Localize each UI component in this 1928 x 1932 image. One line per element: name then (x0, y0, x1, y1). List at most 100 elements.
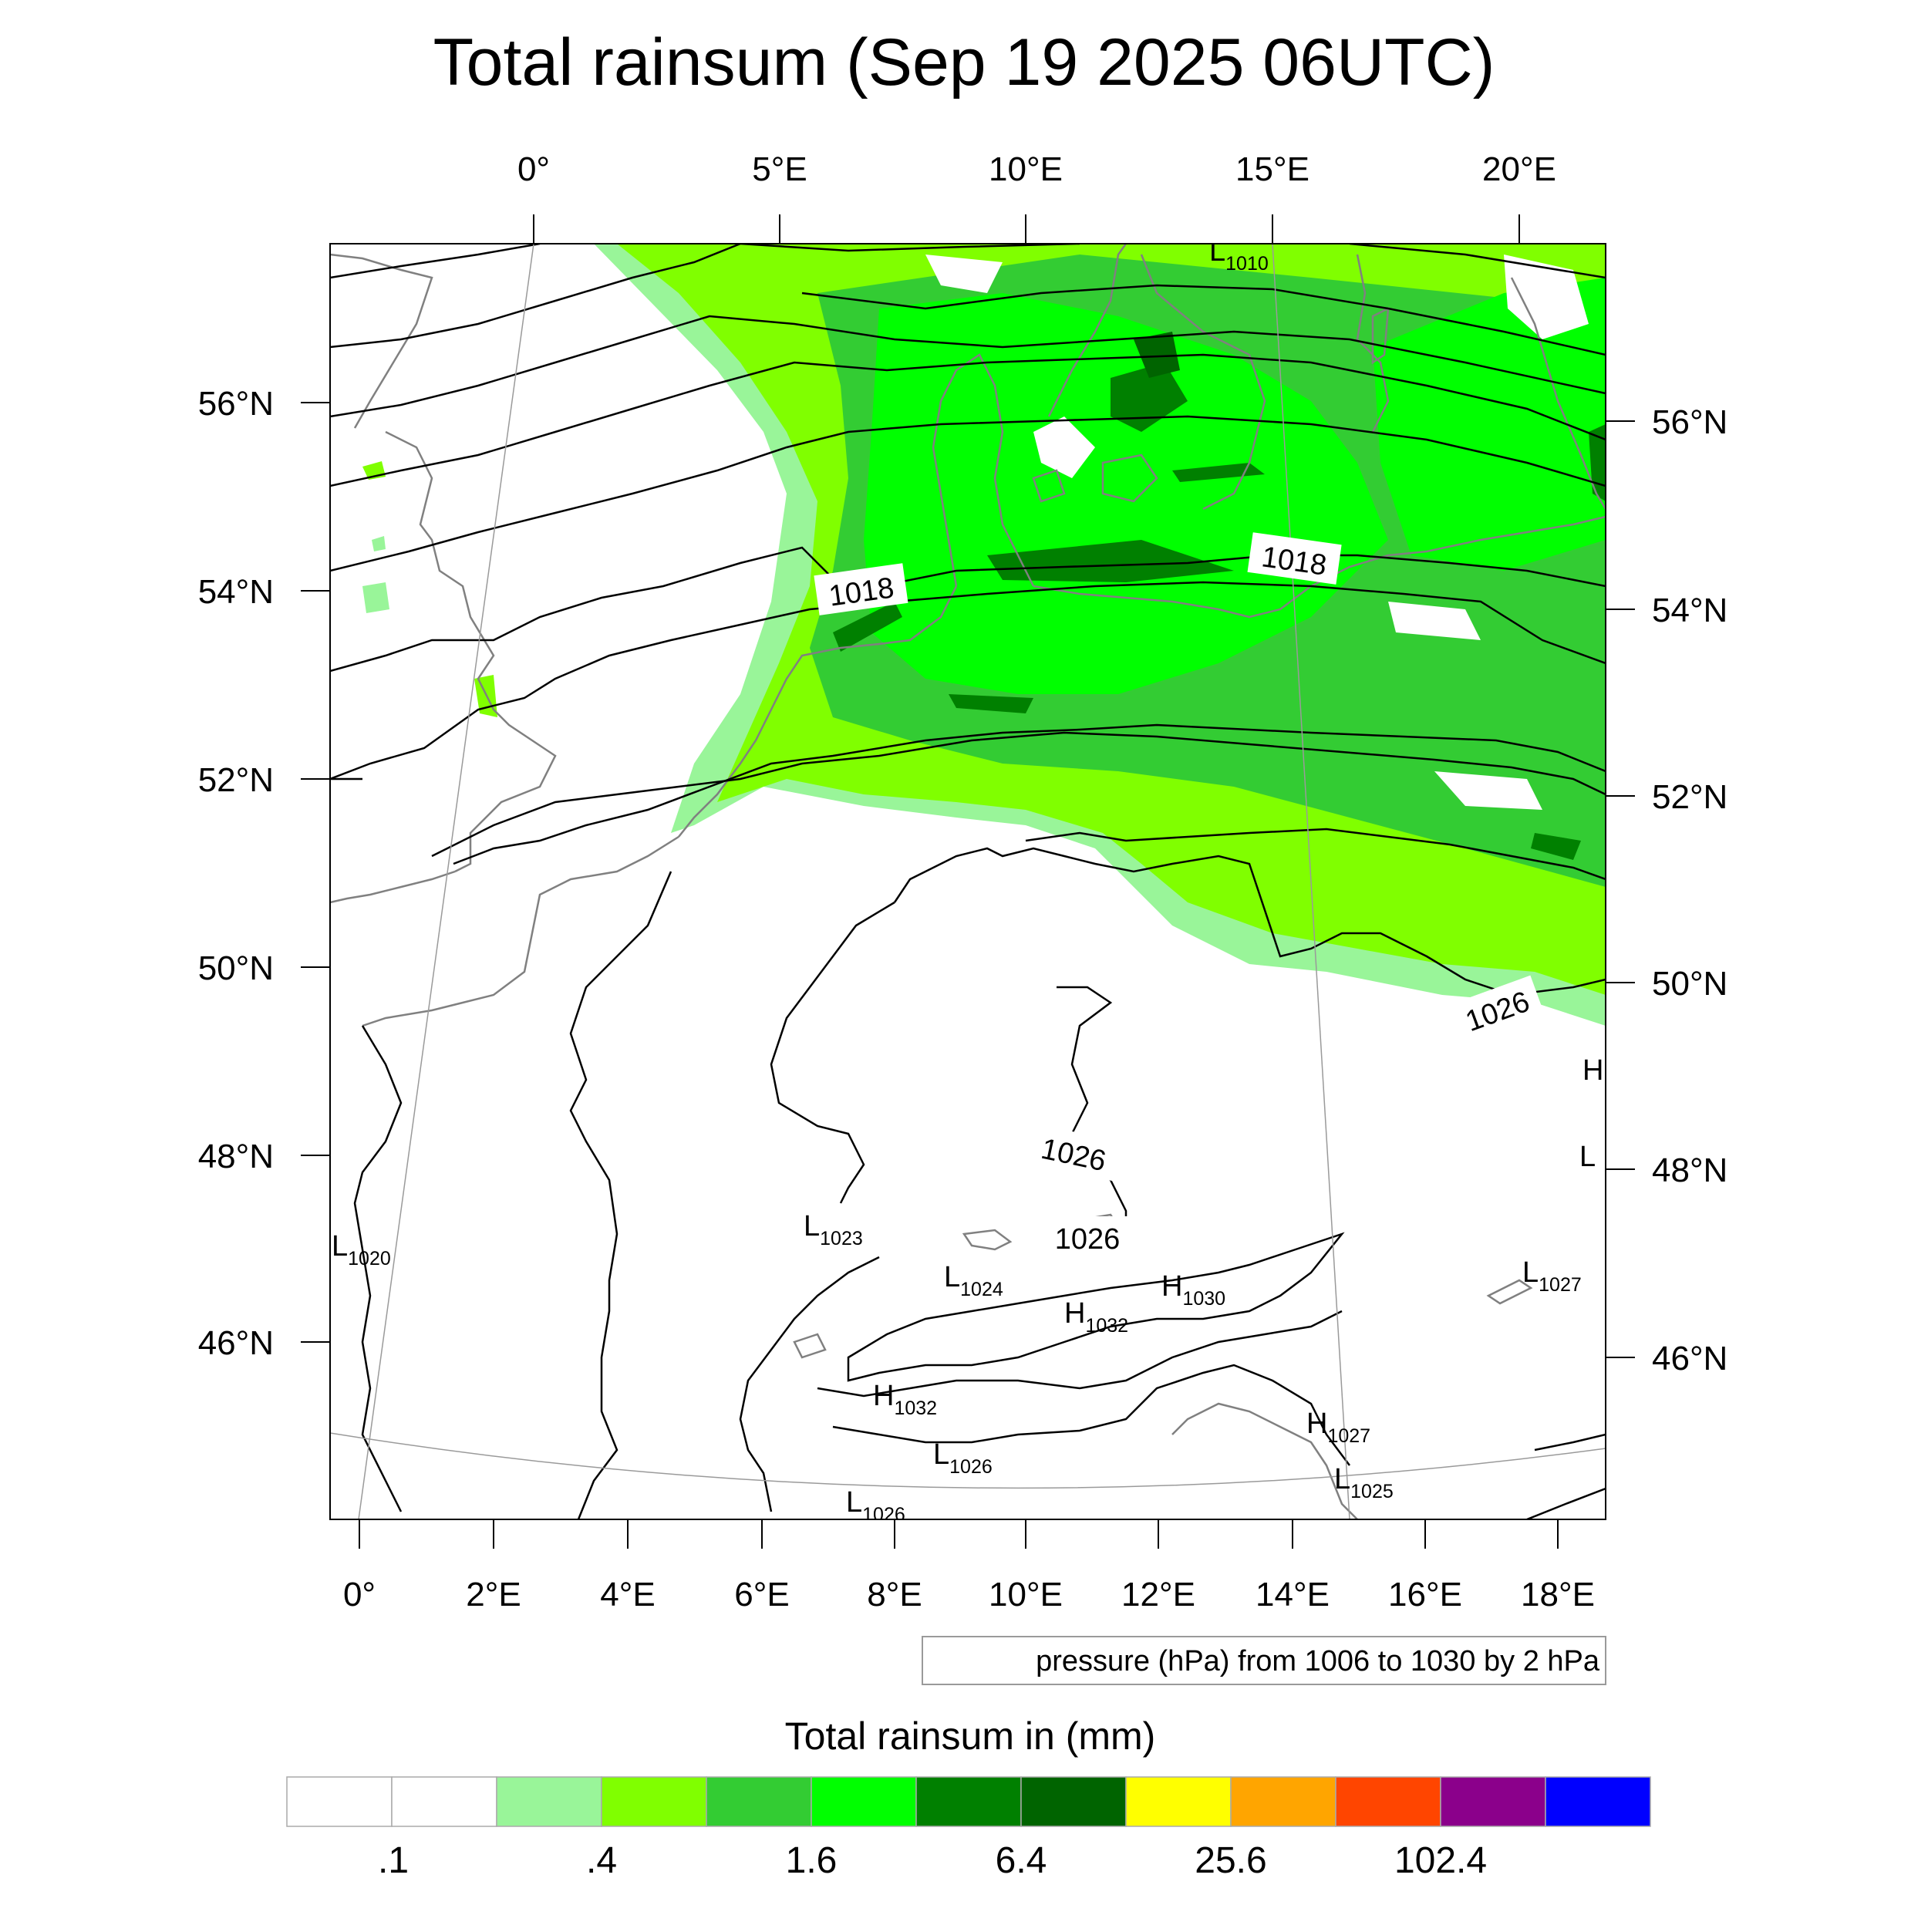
rain-gap-4 (1434, 771, 1542, 810)
pressure-center-marker: L1023 (804, 1210, 863, 1249)
pressure-center-marker: H (1583, 1054, 1603, 1087)
pressure-center-marker: H1032 (1064, 1297, 1128, 1337)
pressure-center-marker: L1026 (846, 1486, 905, 1526)
tick-marks (301, 214, 1635, 1549)
lat-label-right: 52°N (1652, 778, 1727, 816)
rain-core-4 (833, 602, 902, 652)
lat-label-left: 54°N (198, 573, 274, 611)
isobar-alps-2 (847, 1232, 1345, 1382)
isobar-west-channel (569, 871, 672, 1519)
meridian-0 (358, 244, 534, 1519)
isobar-8 (330, 731, 1606, 858)
pressure-center-marker: L1027 (1522, 1256, 1582, 1296)
isobars (330, 244, 1606, 1519)
lat-label-right: 46°N (1652, 1340, 1727, 1377)
isobar-alps-3 (817, 1310, 1343, 1398)
lake-garda (793, 1333, 827, 1359)
contour-label-1018-west: 1018 (814, 563, 908, 615)
isobar-2 (330, 244, 1606, 356)
isobar-alps-1 (739, 1256, 880, 1512)
colorbar-tick-label: 102.4 (1394, 1840, 1487, 1881)
figure-title: Total rainsum (Sep 19 2025 06UTC) (433, 25, 1495, 99)
rain-spot-west-4 (362, 582, 389, 613)
lat-label-left: 56°N (198, 385, 274, 423)
map-area: 1018 1018 1026 1026 1026 L1010 L1020 (330, 235, 1606, 1526)
lon-label-bottom: 12°E (1121, 1576, 1195, 1613)
coastline-lowlands (678, 585, 958, 838)
contour-label-1018-east: 1018 (1247, 532, 1342, 585)
lon-label-bottom: 18°E (1521, 1576, 1595, 1613)
isobar-5 (330, 415, 1606, 572)
pressure-center-marker: L1025 (1334, 1463, 1394, 1502)
rain-area-bright-east (1373, 278, 1606, 571)
lon-label-top: 10°E (989, 150, 1063, 188)
rain-gap-2 (1033, 416, 1095, 478)
rain-core-7 (1172, 463, 1265, 482)
contour-label-text: 1026 (1055, 1223, 1121, 1256)
contour-labels: 1018 1018 1026 1026 1026 (814, 532, 1545, 1256)
contour-label-1026-center: 1026 (1027, 1124, 1121, 1182)
lon-label-bottom: 6°E (734, 1576, 789, 1613)
isobar-east-small (1534, 1433, 1606, 1452)
coastline-adriatic (1171, 1402, 1358, 1519)
isobar-10 (1025, 828, 1606, 881)
coastline-britain-east (385, 430, 557, 873)
pressure-center-marker: L1010 (1209, 235, 1269, 275)
colorbar-box (811, 1776, 917, 1827)
colorbar-box (1335, 1776, 1441, 1827)
top-longitude-labels: 0° 5°E 10°E 15°E 20°E (517, 150, 1556, 188)
colorbar-box (1545, 1776, 1651, 1827)
colorbar-tick-label: .4 (586, 1840, 617, 1881)
isobar-3 (330, 315, 1606, 418)
rain-gap-3 (925, 255, 1003, 293)
meridian-15e (1272, 244, 1350, 1519)
rain-gap-1 (1504, 255, 1589, 339)
colorbar-tick-label: 6.4 (996, 1840, 1047, 1881)
lat-label-left: 46°N (198, 1324, 274, 1362)
pressure-center-marker: L (1579, 1141, 1596, 1173)
lon-label-bottom: 0° (343, 1576, 376, 1613)
lake-balaton (1486, 1279, 1533, 1305)
graticule (330, 244, 1606, 1519)
colorbar-title: Total rainsum in (mm) (785, 1715, 1156, 1758)
lat-label-right: 48°N (1652, 1151, 1727, 1189)
pressure-center-marker: H1027 (1306, 1408, 1370, 1447)
lon-label-top: 5°E (752, 150, 807, 188)
lat-label-left: 50°N (198, 949, 274, 987)
isobar-1026-south (1057, 986, 1127, 1242)
coastline-sweden-east (1356, 254, 1390, 433)
right-latitude-labels: 56°N 54°N 52°N 50°N 48°N 46°N (1652, 403, 1727, 1377)
island-zealand (1101, 453, 1158, 503)
island-funen (1032, 469, 1066, 503)
lon-label-bottom: 4°E (600, 1576, 655, 1613)
colorbar-box (601, 1776, 707, 1827)
coastlines (330, 244, 1606, 1519)
rain-gap-5 (1388, 602, 1481, 640)
coastline-gotland (1371, 306, 1390, 365)
bottom-longitude-labels: 0° 2°E 4°E 6°E 8°E 10°E 12°E 14°E 16°E 1… (343, 1576, 1595, 1613)
lon-label-top: 0° (517, 150, 550, 188)
coastline-britain-south (330, 870, 456, 904)
lon-label-top: 15°E (1235, 150, 1309, 188)
lat-label-right: 54°N (1652, 592, 1727, 629)
isobar-1 (330, 244, 1606, 279)
contour-info-box: pressure (hPa) from 1006 to 1030 by 2 hP… (922, 1636, 1606, 1685)
precipitation-field (362, 244, 1606, 1026)
colorbar-box (915, 1776, 1022, 1827)
lake-geneva (962, 1229, 1013, 1251)
isobar-4 (330, 353, 1606, 487)
lat-label-right: 56°N (1652, 403, 1727, 441)
coastline-sweden (1047, 244, 1266, 511)
colorbar (286, 1776, 1651, 1827)
coastline-jutland (932, 353, 1035, 587)
isobar-7 (330, 581, 1606, 781)
rain-core-6 (1531, 833, 1581, 860)
isobar-lowcenter-1023 (770, 901, 895, 1204)
lon-label-bottom: 8°E (867, 1576, 922, 1613)
lat-label-right: 50°N (1652, 965, 1727, 1003)
pressure-center-marker: L1026 (933, 1438, 993, 1478)
colorbar-box (1125, 1776, 1232, 1827)
lon-label-bottom: 10°E (989, 1576, 1063, 1613)
